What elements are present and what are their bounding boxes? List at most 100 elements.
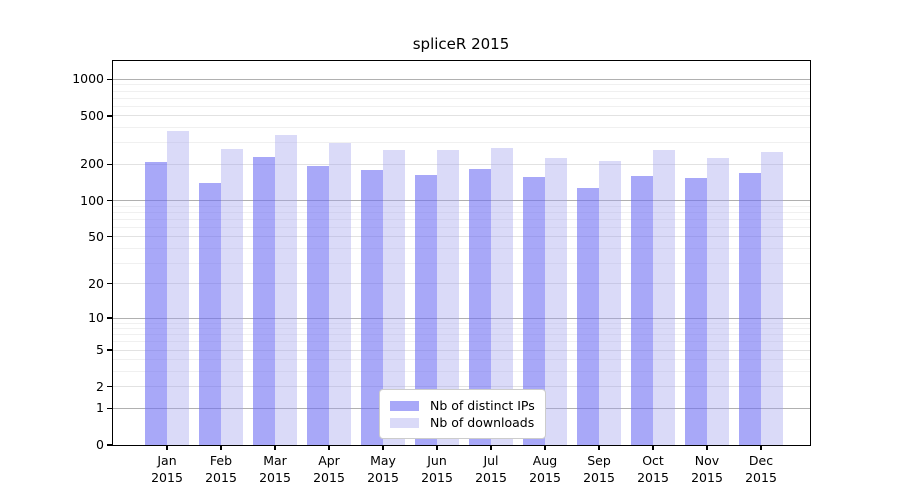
minor-gridline <box>113 341 810 343</box>
bar-distinct-ips <box>415 174 437 445</box>
x-tick-year: 2015 <box>421 470 453 485</box>
y-tick-mark <box>107 115 112 117</box>
bar-downloads <box>275 134 297 445</box>
x-tick-month: May <box>370 453 396 468</box>
x-tick-label: Jan 2015 <box>140 452 194 486</box>
x-tick-year: 2015 <box>691 470 723 485</box>
bar-distinct-ips <box>361 169 383 445</box>
bar-distinct-ips <box>469 168 491 445</box>
bar-downloads <box>545 158 567 445</box>
y-tick-mark <box>107 407 112 409</box>
legend-label-distinct-ips: Nb of distinct IPs <box>430 398 535 413</box>
y-tick-label: 2 <box>96 378 104 394</box>
y-tick-mark <box>107 200 112 202</box>
bar-downloads <box>167 130 189 445</box>
x-tick-month: Jun <box>427 453 447 468</box>
minor-gridline <box>113 262 810 264</box>
x-tick-label: Dec 2015 <box>734 452 788 486</box>
bar-downloads <box>707 158 729 445</box>
y-tick-mark <box>107 78 112 80</box>
x-tick-year: 2015 <box>313 470 345 485</box>
minor-gridline <box>113 371 810 373</box>
y-tick-mark <box>107 444 112 446</box>
minor-gridline <box>113 105 810 107</box>
x-tick-mark <box>328 445 330 450</box>
x-tick-label: Feb 2015 <box>194 452 248 486</box>
x-tick-mark <box>490 445 492 450</box>
x-tick-label: May 2015 <box>356 452 410 486</box>
x-tick-label: Jun 2015 <box>410 452 464 486</box>
minor-gridline <box>113 142 810 144</box>
y-tick-mark <box>107 163 112 165</box>
bar-distinct-ips <box>685 177 707 445</box>
minor-gridline <box>113 218 810 220</box>
bar-downloads <box>491 148 513 445</box>
bar-distinct-ips <box>523 176 545 445</box>
bar-downloads <box>653 149 675 445</box>
minor-gridline <box>113 127 810 129</box>
x-tick-month: Oct <box>642 453 664 468</box>
gridline-20 <box>113 283 810 285</box>
y-tick-mark <box>107 386 112 388</box>
minor-gridline <box>113 226 810 228</box>
y-tick-label: 1000 <box>72 71 104 87</box>
x-tick-year: 2015 <box>745 470 777 485</box>
x-tick-mark <box>274 445 276 450</box>
minor-gridline <box>113 359 810 361</box>
minor-gridline <box>113 334 810 336</box>
bar-distinct-ips <box>253 156 275 445</box>
x-tick-month: Aug <box>532 453 558 468</box>
bar-distinct-ips <box>199 182 221 445</box>
x-tick-year: 2015 <box>583 470 615 485</box>
x-tick-label: Jul 2015 <box>464 452 518 486</box>
chart-title: spliceR 2015 <box>412 35 510 53</box>
y-tick-label: 100 <box>80 192 104 208</box>
bar-downloads <box>599 160 621 445</box>
bar-downloads <box>383 149 405 445</box>
gridline-500 <box>113 115 810 117</box>
gridline-100 <box>113 200 810 202</box>
gridline-5 <box>113 349 810 351</box>
bar-distinct-ips <box>145 161 167 445</box>
y-tick-label: 10 <box>88 310 104 326</box>
bar-distinct-ips <box>631 175 653 445</box>
y-tick-mark <box>107 317 112 319</box>
bar-distinct-ips <box>577 188 599 445</box>
legend-item-downloads: Nb of downloads <box>390 414 535 431</box>
x-tick-month: Nov <box>694 453 720 468</box>
legend-item-distinct-ips: Nb of distinct IPs <box>390 397 535 414</box>
x-tick-year: 2015 <box>151 470 183 485</box>
y-tick-label: 200 <box>80 156 104 172</box>
x-tick-mark <box>436 445 438 450</box>
x-tick-mark <box>382 445 384 450</box>
x-tick-label: Nov 2015 <box>680 452 734 486</box>
bar-downloads <box>329 143 351 445</box>
y-tick-label: 5 <box>96 342 104 358</box>
y-tick-label: 500 <box>80 107 104 123</box>
bar-downloads <box>221 149 243 445</box>
x-tick-mark <box>598 445 600 450</box>
x-tick-label: Aug 2015 <box>518 452 572 486</box>
minor-gridline <box>113 328 810 330</box>
legend-label-downloads: Nb of downloads <box>430 415 535 430</box>
x-tick-label: Sep 2015 <box>572 452 626 486</box>
gridline-50 <box>113 236 810 238</box>
gridline-2 <box>113 386 810 388</box>
y-tick-mark <box>107 236 112 238</box>
x-tick-mark <box>760 445 762 450</box>
x-tick-year: 2015 <box>259 470 291 485</box>
gridline-200 <box>113 163 810 165</box>
gridline-1000 <box>113 78 810 80</box>
x-tick-mark <box>652 445 654 450</box>
x-tick-label: Mar 2015 <box>248 452 302 486</box>
x-tick-month: Apr <box>318 453 340 468</box>
x-tick-month: Dec <box>748 453 774 468</box>
minor-gridline <box>113 205 810 207</box>
bar-downloads <box>761 152 783 445</box>
x-tick-month: Mar <box>263 453 287 468</box>
legend-swatch-downloads <box>390 417 419 428</box>
minor-gridline <box>113 211 810 213</box>
x-tick-mark <box>544 445 546 450</box>
plot-area: Nb of distinct IPs Nb of downloads 0 1 2 5 1… <box>72 60 811 485</box>
